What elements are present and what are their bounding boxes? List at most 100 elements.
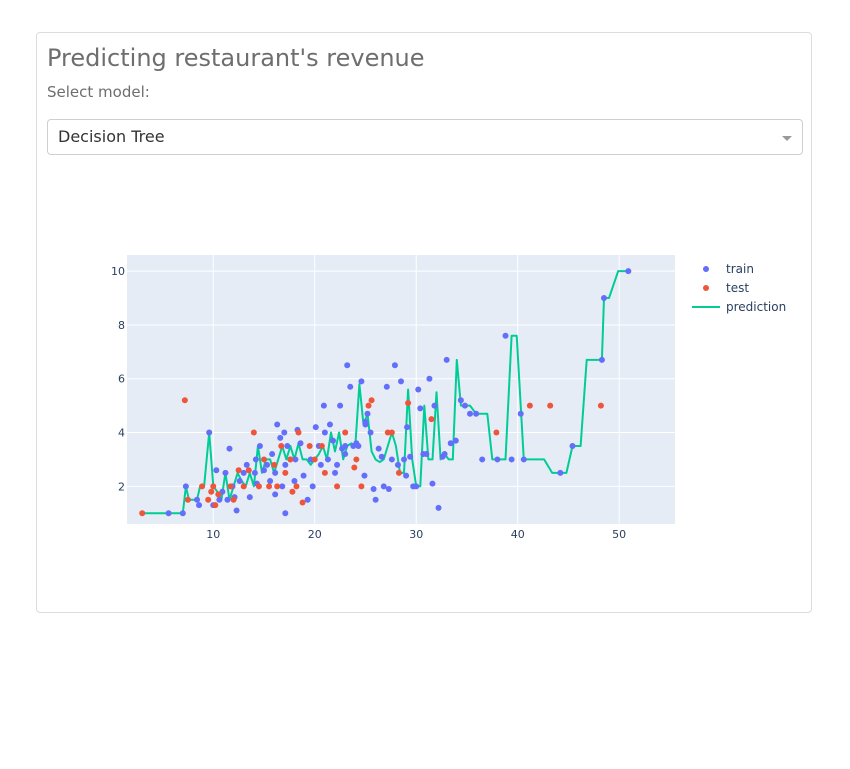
train-point[interactable] [413,483,420,490]
test-point[interactable] [293,483,300,490]
train-point[interactable] [378,453,385,460]
train-point[interactable] [251,469,258,476]
train-point[interactable] [194,496,201,503]
train-point[interactable] [267,477,274,484]
train-point[interactable] [304,496,311,503]
train-point[interactable] [625,268,632,275]
train-point[interactable] [429,480,436,487]
train-point[interactable] [517,410,524,417]
test-point[interactable] [311,456,318,463]
test-point[interactable] [282,469,289,476]
train-point[interactable] [600,295,607,302]
train-point[interactable] [256,442,263,449]
train-point[interactable] [447,440,454,447]
test-point[interactable] [289,488,296,495]
chevron-down-icon[interactable] [782,136,792,141]
train-point[interactable] [361,472,368,479]
train-point[interactable] [312,424,319,431]
train-point[interactable] [269,451,276,458]
train-point[interactable] [394,461,401,468]
test-point[interactable] [405,399,412,406]
train-point[interactable] [300,472,307,479]
train-point[interactable] [226,445,233,452]
train-point[interactable] [196,502,203,509]
train-point[interactable] [473,410,480,417]
train-point[interactable] [282,461,289,468]
test-point[interactable] [235,467,242,474]
train-point[interactable] [261,467,267,474]
test-point[interactable] [351,464,358,471]
test-point[interactable] [342,429,349,436]
test-point[interactable] [295,429,302,436]
test-point[interactable] [227,483,234,490]
train-point[interactable] [370,486,377,493]
legend-test-marker[interactable] [703,285,709,291]
train-point[interactable] [502,332,509,339]
train-point[interactable] [292,456,299,463]
train-point[interactable] [508,456,515,463]
train-point[interactable] [391,362,398,369]
train-point[interactable] [277,434,284,441]
train-point[interactable] [569,442,576,449]
train-point[interactable] [441,451,448,458]
train-point[interactable] [388,456,395,463]
train-point[interactable] [179,510,186,517]
legend-test-label[interactable]: test [726,281,749,295]
test-point[interactable] [208,488,215,495]
train-point[interactable] [435,504,442,511]
test-point[interactable] [547,402,554,409]
test-point[interactable] [139,510,146,517]
test-point[interactable] [318,442,325,449]
train-point[interactable] [233,507,240,514]
train-point[interactable] [216,496,223,503]
train-point[interactable] [520,456,527,463]
test-point[interactable] [240,483,247,490]
train-point[interactable] [222,469,229,476]
test-point[interactable] [205,496,212,503]
test-point[interactable] [250,429,257,436]
train-point[interactable] [426,375,433,382]
test-point[interactable] [261,456,267,463]
train-point[interactable] [467,410,474,417]
train-point[interactable] [342,451,349,458]
test-point[interactable] [210,483,217,490]
test-point[interactable] [306,442,313,449]
test-point[interactable] [287,456,294,463]
train-point[interactable] [252,456,259,463]
train-point[interactable] [598,356,605,363]
train-point[interactable] [479,456,486,463]
train-point[interactable] [326,421,333,428]
train-point[interactable] [272,491,279,498]
train-point[interactable] [375,445,382,452]
train-point[interactable] [415,386,422,393]
train-point[interactable] [461,402,468,409]
train-point[interactable] [321,429,328,436]
test-point[interactable] [321,469,328,476]
train-point[interactable] [367,429,374,436]
test-point[interactable] [266,483,273,490]
test-point[interactable] [358,483,365,490]
test-point[interactable] [334,483,341,490]
train-point[interactable] [423,451,430,458]
test-point[interactable] [368,397,375,404]
train-point[interactable] [284,442,291,449]
train-point[interactable] [330,437,337,444]
train-point[interactable] [332,469,339,476]
train-point[interactable] [213,467,220,474]
test-point[interactable] [184,496,191,503]
test-point[interactable] [526,402,533,409]
test-point[interactable] [212,502,219,509]
model-dropdown[interactable]: Decision Tree [47,119,803,155]
train-point[interactable] [264,461,271,468]
prediction-line[interactable] [142,270,629,515]
train-point[interactable] [385,486,392,493]
test-point[interactable] [353,456,360,463]
test-point[interactable] [493,429,500,436]
test-point[interactable] [215,491,222,498]
train-point[interactable] [557,469,564,476]
train-point[interactable] [309,483,316,490]
test-point[interactable] [388,429,395,436]
train-point[interactable] [372,496,379,503]
test-point[interactable] [181,397,188,404]
